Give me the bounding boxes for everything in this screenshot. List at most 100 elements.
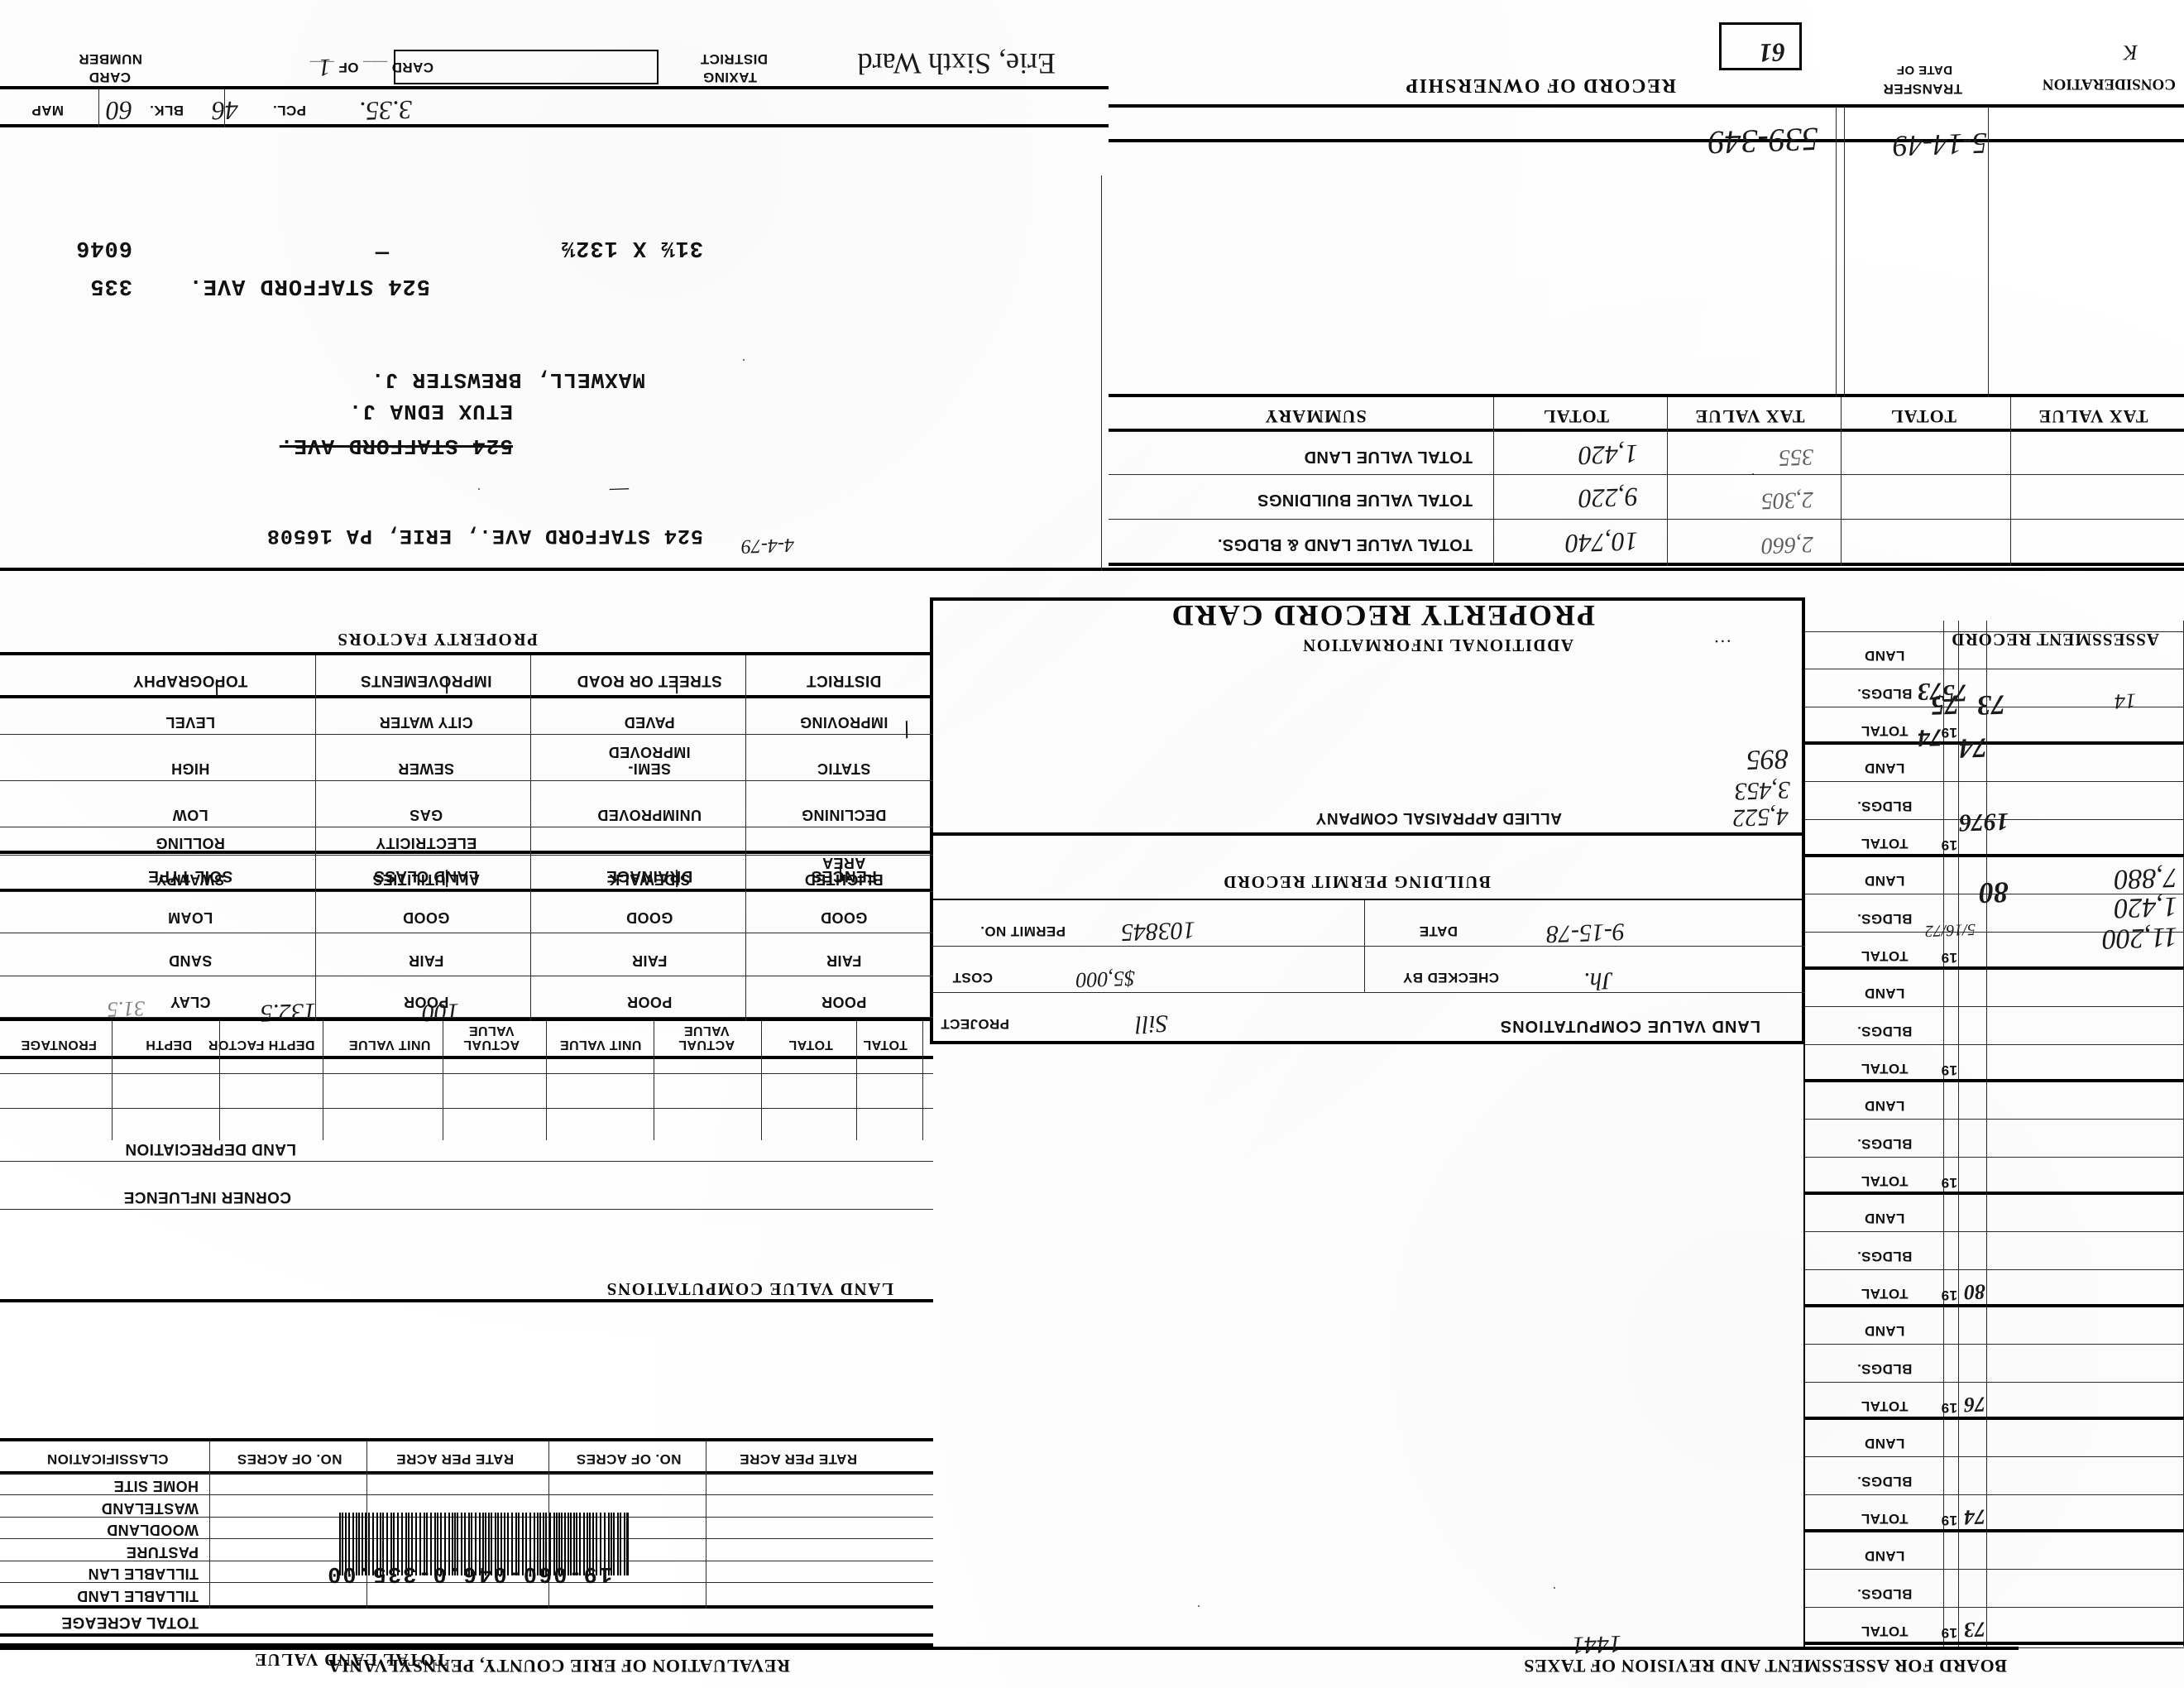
pf-a-header-0: TOPOGRAPHY bbox=[132, 672, 248, 689]
checked-by-value: Jh. bbox=[1583, 966, 1614, 995]
assessment-mark-land-1420: 1,420 bbox=[2113, 890, 2178, 924]
classification-row-2: PASTURE bbox=[126, 1544, 199, 1561]
additional-note-4522: 4,522 bbox=[1731, 802, 1789, 832]
classification-row-rule bbox=[0, 1473, 933, 1474]
classification-header-4: RATE PER ACRE bbox=[739, 1451, 858, 1467]
parcel-barcode-number: 19-060-046.0-335.00 bbox=[326, 1561, 612, 1585]
pf-bottom-rule bbox=[0, 652, 933, 655]
assessment-block-rule bbox=[1805, 1642, 2184, 1645]
center-block-top-rule bbox=[932, 1041, 1805, 1044]
assessment-row-label: LAND bbox=[1864, 1211, 1905, 1227]
assessment-year-prefix: 19 bbox=[1941, 1062, 1957, 1078]
summary-col-line bbox=[1493, 397, 1494, 566]
pf-a-row-rule bbox=[0, 855, 933, 856]
date-of-transfer-label-line1: DATE OF bbox=[1896, 63, 1952, 77]
pf-b-cell-1-1: FAIR bbox=[408, 952, 444, 969]
assessment-row-label: BLDGS. bbox=[1856, 798, 1913, 814]
summary-row-taxvalue-0: 355 bbox=[1778, 444, 1814, 471]
permit-record-divider bbox=[932, 899, 1805, 900]
summary-row-label-0: TOTAL VALUE LAND bbox=[1304, 448, 1473, 466]
classification-header-0: CLASSIFICATION bbox=[46, 1451, 169, 1467]
assessment-row-rule bbox=[1805, 1344, 2184, 1345]
lvc-header-rule bbox=[0, 1056, 933, 1059]
assessment-row-label: TOTAL bbox=[1861, 1061, 1909, 1077]
pf-b-cell-2-2: POOR bbox=[626, 994, 673, 1010]
map-label: MAP bbox=[31, 103, 64, 118]
summary-row-taxvalue-2: 2,660 bbox=[1760, 530, 1814, 559]
land-value-computations-title: LAND VALUE COMPUTATIONS bbox=[606, 1279, 893, 1299]
pf-b-col-line bbox=[315, 892, 316, 1021]
assessment-row-label: LAND bbox=[1864, 1323, 1905, 1340]
assessment-mark-1976: 1976 bbox=[1958, 807, 2009, 837]
cost-value: $5,000 bbox=[1075, 966, 1136, 993]
additional-info-top-rule bbox=[932, 832, 1805, 836]
total-land-value-mark: 1441 bbox=[1571, 1629, 1622, 1660]
classification-col-line bbox=[209, 1441, 210, 1609]
summary-header-0: SUMMARY bbox=[1264, 406, 1367, 427]
pf-a-header-3: DISTRICT bbox=[806, 672, 882, 689]
summary-row-total-2: 10,740 bbox=[1564, 526, 1639, 559]
pf-a-cell-3-0: ROLLING bbox=[156, 835, 225, 851]
assessment-row-label: LAND bbox=[1864, 760, 1905, 777]
lvc-col-line bbox=[546, 1021, 547, 1140]
ownership-top-rule bbox=[1109, 139, 2184, 142]
classification-row-5: HOME SITE bbox=[113, 1478, 199, 1495]
record-of-ownership-title: RECORD OF OWNERSHIP bbox=[1404, 74, 1676, 96]
assessment-row-label: LAND bbox=[1864, 985, 1905, 1002]
pf-b-cell-1-3: FAIR bbox=[826, 952, 862, 969]
assessment-row-rule bbox=[1805, 781, 2184, 783]
assessment-year-value: 76 bbox=[1963, 1392, 1986, 1417]
lvc-header-3: UNIT VALUE bbox=[348, 1038, 431, 1052]
assessment-row-label: BLDGS. bbox=[1856, 1248, 1913, 1264]
assessment-row-label: LAND bbox=[1864, 1098, 1905, 1115]
pf-a-row-rule bbox=[0, 891, 933, 892]
summary-row-rule bbox=[1109, 519, 2184, 520]
lvc-col-line bbox=[761, 1021, 762, 1140]
pf-b-cell-2-3: POOR bbox=[821, 994, 867, 1010]
additional-year-73: 73 bbox=[1917, 677, 1943, 706]
pf-a-header-1: IMPROVEMENTS bbox=[360, 672, 492, 689]
pf-b-cell-0-2: GOOD bbox=[625, 909, 673, 926]
summary-col-line bbox=[1667, 397, 1668, 566]
assessment-row-label: LAND bbox=[1864, 1436, 1905, 1452]
permit-row-rule-2 bbox=[932, 946, 1805, 947]
lvc-header-0: FRONTAGE bbox=[21, 1038, 97, 1052]
assessment-row-rule bbox=[1805, 1456, 2184, 1458]
assessment-mark-stray: 14 bbox=[2114, 688, 2137, 714]
lvc-row-rule bbox=[0, 1108, 933, 1109]
pf-a-cell-1-3: STATIC bbox=[817, 760, 871, 777]
additional-information-title: ADDITIONAL INFORMATION bbox=[1301, 635, 1573, 655]
summary-top-rule-b bbox=[1109, 563, 2184, 566]
assessment-row-label: LAND bbox=[1864, 648, 1905, 664]
ownership-header-rule bbox=[1109, 104, 2184, 108]
pf-a-col-line bbox=[745, 655, 746, 892]
assessment-row-label: BLDGS. bbox=[1856, 910, 1913, 927]
assessment-record-title: ASSESSMENT RECORD bbox=[1951, 630, 2159, 650]
pf-b-cell-2-0: CLAY bbox=[170, 994, 211, 1010]
assessment-row-label: LAND bbox=[1864, 1548, 1905, 1565]
assessment-row-label: BLDGS. bbox=[1856, 1360, 1913, 1377]
classification-row-0: TILLABLE LAND bbox=[76, 1588, 199, 1604]
pcl-label: PCL. bbox=[272, 103, 306, 118]
lvc-header-2: DEPTH FACTOR bbox=[208, 1038, 315, 1052]
allied-appraisal-company-label: ALLIED APPRAISAL COMPANY bbox=[1315, 809, 1562, 827]
pf-a-cell-3-1: ELECTRICITY bbox=[375, 835, 477, 851]
pf-a-cell-0-1: CITY WATER bbox=[379, 714, 473, 731]
parcel-account-number: 6046 bbox=[75, 235, 132, 260]
assessment-mark-bldgs-7880: 7,880 bbox=[2113, 861, 2178, 895]
assessment-year-prefix: 19 bbox=[1941, 1625, 1957, 1641]
permit-row-rule-1 bbox=[932, 992, 1805, 993]
land-depreciation-rule bbox=[0, 1161, 933, 1162]
owner-block-top-rule bbox=[0, 568, 1109, 571]
taxing-district-label-line2: DISTRICT bbox=[700, 51, 768, 67]
assessment-row-label: BLDGS. bbox=[1856, 1473, 1913, 1489]
parcel-dimensions: 31½ X 132½ bbox=[560, 235, 703, 260]
pf-a-col-line bbox=[530, 655, 531, 892]
pf-b-header-0: SOIL TYPE bbox=[147, 867, 233, 885]
summary-row-total-1: 9,220 bbox=[1578, 482, 1639, 515]
summary-col-line bbox=[1841, 397, 1842, 566]
assessment-row-rule bbox=[1805, 1156, 2184, 1158]
lvc-row-rule bbox=[0, 1073, 933, 1074]
assessment-row-label: BLDGS. bbox=[1856, 1585, 1913, 1602]
